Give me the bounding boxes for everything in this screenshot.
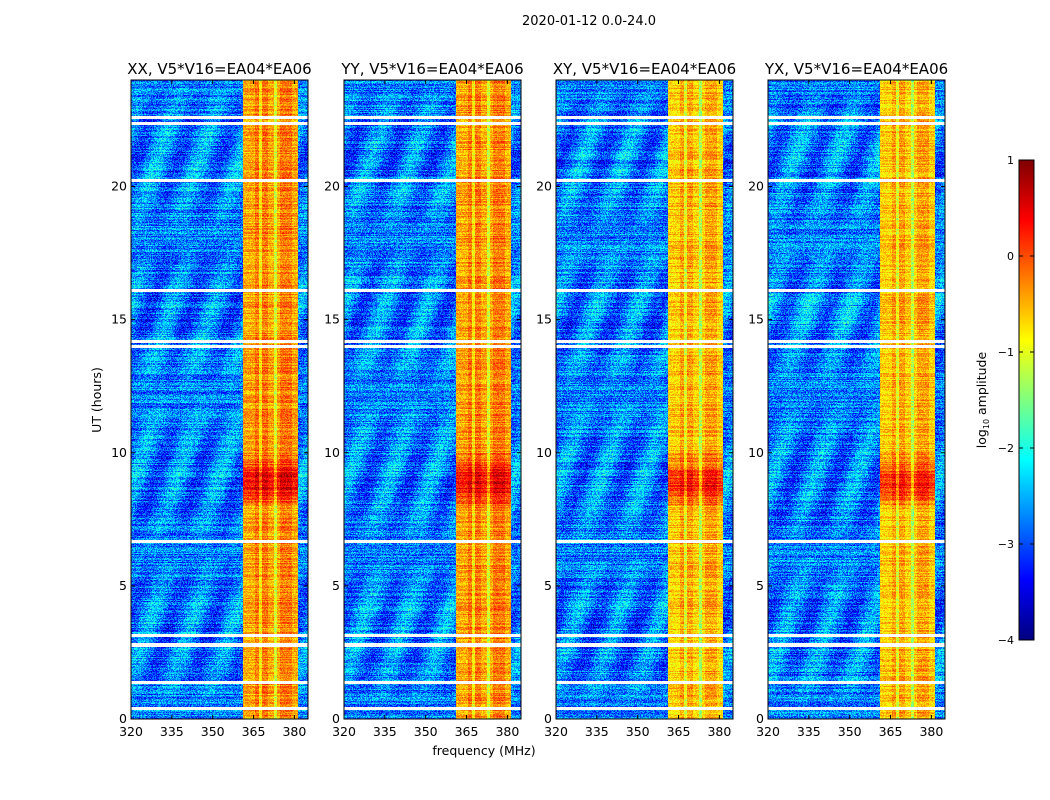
y-tick-label: 20: [111, 179, 127, 194]
y-tick-label: 5: [119, 578, 127, 593]
y-tick-label: 0: [332, 711, 340, 726]
x-tick-label: 350: [414, 724, 438, 739]
y-tick-label: 15: [111, 312, 127, 327]
x-tick-label: 335: [585, 724, 609, 739]
figure-title: 2020-01-12 0.0-24.0: [522, 14, 656, 29]
x-tick-label: 320: [544, 724, 568, 739]
colorbar-tick-label: 0: [1007, 250, 1014, 263]
x-tick-label: 380: [495, 724, 519, 739]
x-tick-label: 335: [160, 724, 184, 739]
x-tick-label: 320: [756, 724, 780, 739]
y-tick-label: 10: [536, 445, 552, 460]
panel-frame: [555, 79, 734, 720]
spectrogram-panel-1: [131, 80, 308, 719]
y-tick-label: 5: [544, 578, 552, 593]
x-tick-label: 365: [455, 724, 479, 739]
y-tick-label: 20: [324, 179, 340, 194]
y-tick-label: 0: [119, 711, 127, 726]
x-tick-label: 320: [332, 724, 356, 739]
x-tick-label: 350: [201, 724, 225, 739]
y-axis-label: UT (hours): [89, 367, 104, 433]
spectrogram-panel-2: [344, 80, 521, 719]
y-tick-label: 10: [324, 445, 340, 460]
panel-title: XY, V5*V16=EA04*EA06: [553, 60, 736, 78]
y-tick-label: 10: [111, 445, 127, 460]
colorbar: [1019, 160, 1034, 640]
x-tick-label: 350: [838, 724, 862, 739]
y-tick-label: 20: [748, 179, 764, 194]
colorbar-tick-label: −2: [998, 442, 1014, 455]
colorbar-tick-label: −1: [998, 346, 1014, 359]
y-tick-label: 20: [536, 179, 552, 194]
x-tick-label: 365: [667, 724, 691, 739]
colorbar-tick-label: −4: [998, 634, 1014, 647]
y-tick-label: 10: [748, 445, 764, 460]
x-axis-label: frequency (MHz): [432, 743, 535, 758]
spectrogram-panel-3: [556, 80, 733, 719]
colorbar-label: log10 amplitude: [974, 351, 991, 448]
x-tick-label: 335: [797, 724, 821, 739]
y-tick-label: 15: [536, 312, 552, 327]
panel-frame: [767, 79, 946, 720]
x-tick-label: 350: [626, 724, 650, 739]
y-tick-label: 15: [748, 312, 764, 327]
y-tick-label: 5: [756, 578, 764, 593]
x-tick-label: 380: [919, 724, 943, 739]
x-tick-label: 380: [707, 724, 731, 739]
y-tick-label: 0: [756, 711, 764, 726]
panel-title: YX, V5*V16=EA04*EA06: [764, 60, 948, 78]
x-tick-label: 365: [242, 724, 266, 739]
panel-title: YY, V5*V16=EA04*EA06: [340, 60, 523, 78]
x-tick-label: 380: [282, 724, 306, 739]
x-tick-label: 365: [879, 724, 903, 739]
y-tick-label: 5: [332, 578, 340, 593]
colorbar-tick-label: −3: [998, 538, 1014, 551]
colorbar-tick-label: 1: [1007, 154, 1014, 167]
y-tick-label: 0: [544, 711, 552, 726]
y-tick-label: 15: [324, 312, 340, 327]
panel-title: XX, V5*V16=EA04*EA06: [127, 60, 311, 78]
panel-frame: [343, 79, 522, 720]
x-tick-label: 335: [373, 724, 397, 739]
panel-frame: [130, 79, 309, 720]
x-tick-label: 320: [119, 724, 143, 739]
colorbar-frame: [1018, 159, 1035, 641]
spectrogram-panel-4: [768, 80, 945, 719]
